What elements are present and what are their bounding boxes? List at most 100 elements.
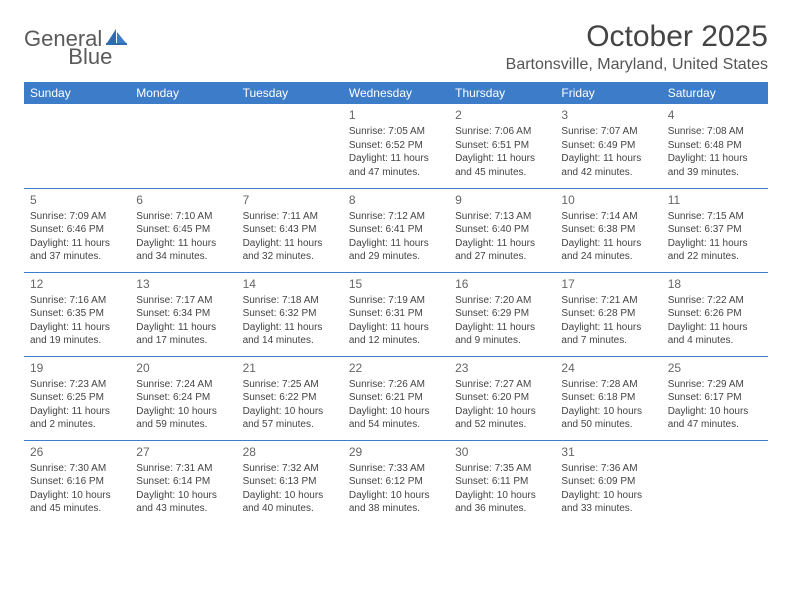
sunrise-text: Sunrise: 7:19 AM bbox=[349, 294, 443, 308]
calendar-day: 21Sunrise: 7:25 AMSunset: 6:22 PMDayligh… bbox=[237, 356, 343, 440]
day-number: 22 bbox=[349, 360, 443, 376]
sunrise-text: Sunrise: 7:15 AM bbox=[668, 210, 762, 224]
day-header: Saturday bbox=[662, 82, 768, 104]
calendar-week: 12Sunrise: 7:16 AMSunset: 6:35 PMDayligh… bbox=[24, 272, 768, 356]
sunrise-text: Sunrise: 7:22 AM bbox=[668, 294, 762, 308]
daylight-text: Daylight: 11 hours and 9 minutes. bbox=[455, 321, 549, 348]
day-number: 23 bbox=[455, 360, 549, 376]
sunset-text: Sunset: 6:20 PM bbox=[455, 391, 549, 405]
calendar-day: 11Sunrise: 7:15 AMSunset: 6:37 PMDayligh… bbox=[662, 188, 768, 272]
sunrise-text: Sunrise: 7:24 AM bbox=[136, 378, 230, 392]
daylight-text: Daylight: 11 hours and 42 minutes. bbox=[561, 152, 655, 179]
calendar-day: 30 Sunrise: 7:35 AMSunset: 6:11 PMDayligh… bbox=[449, 440, 555, 524]
calendar-empty bbox=[662, 440, 768, 524]
day-header: Monday bbox=[130, 82, 236, 104]
day-number: 18 bbox=[668, 276, 762, 292]
sunrise-text: Sunrise: 7:06 AM bbox=[455, 125, 549, 139]
day-number: 15 bbox=[349, 276, 443, 292]
calendar-day: 7Sunrise: 7:11 AMSunset: 6:43 PMDaylight… bbox=[237, 188, 343, 272]
logo: General Blue bbox=[24, 26, 176, 52]
location-text: Bartonsville, Maryland, United States bbox=[506, 56, 768, 74]
day-number: 9 bbox=[455, 192, 549, 208]
daylight-text: Daylight: 10 hours and 43 minutes. bbox=[136, 489, 230, 516]
sunrise-text: Sunrise: 7:08 AM bbox=[668, 125, 762, 139]
sunrise-text: Sunrise: 7:10 AM bbox=[136, 210, 230, 224]
day-header: Friday bbox=[555, 82, 661, 104]
daylight-text: Daylight: 11 hours and 47 minutes. bbox=[349, 152, 443, 179]
sunrise-text: Sunrise: 7:29 AM bbox=[668, 378, 762, 392]
day-number: 6 bbox=[136, 192, 230, 208]
title-block: October 2025 Bartonsville, Maryland, Uni… bbox=[506, 20, 768, 74]
sunset-text: Sunset: 6:51 PM bbox=[455, 139, 549, 153]
daylight-text: Daylight: 10 hours and 54 minutes. bbox=[349, 405, 443, 432]
daylight-text: Daylight: 11 hours and 37 minutes. bbox=[30, 237, 124, 264]
sunrise-text: Sunrise: 7:12 AM bbox=[349, 210, 443, 224]
day-number: 20 bbox=[136, 360, 230, 376]
calendar-day: 23Sunrise: 7:27 AMSunset: 6:20 PMDayligh… bbox=[449, 356, 555, 440]
daylight-text: Daylight: 11 hours and 34 minutes. bbox=[136, 237, 230, 264]
daylight-text: Daylight: 10 hours and 47 minutes. bbox=[668, 405, 762, 432]
day-number: 27 bbox=[136, 444, 230, 460]
sunset-text: Sunset: 6:25 PM bbox=[30, 391, 124, 405]
daylight-text: Daylight: 10 hours and 36 minutes. bbox=[455, 489, 549, 516]
calendar-day: 16Sunrise: 7:20 AMSunset: 6:29 PMDayligh… bbox=[449, 272, 555, 356]
calendar-day: 27Sunrise: 7:31 AMSunset: 6:14 PMDayligh… bbox=[130, 440, 236, 524]
sunrise-text: Sunrise: 7:14 AM bbox=[561, 210, 655, 224]
sunset-text: Sunset: 6:24 PM bbox=[136, 391, 230, 405]
sunrise-text: Sunrise: 7:30 AM bbox=[30, 462, 124, 476]
sunset-text: Sunset: 6:22 PM bbox=[243, 391, 337, 405]
sunset-text: Sunset: 6:12 PM bbox=[349, 475, 443, 489]
sunrise-text: Sunrise: 7:35 AM bbox=[455, 462, 549, 476]
calendar-day: 28Sunrise: 7:32 AMSunset: 6:13 PMDayligh… bbox=[237, 440, 343, 524]
day-header: Wednesday bbox=[343, 82, 449, 104]
sunset-text: Sunset: 6:38 PM bbox=[561, 223, 655, 237]
day-number: 13 bbox=[136, 276, 230, 292]
day-number: 5 bbox=[30, 192, 124, 208]
calendar-day: 19Sunrise: 7:23 AMSunset: 6:25 PMDayligh… bbox=[24, 356, 130, 440]
daylight-text: Daylight: 11 hours and 39 minutes. bbox=[668, 152, 762, 179]
daylight-text: Daylight: 11 hours and 32 minutes. bbox=[243, 237, 337, 264]
day-number: 8 bbox=[349, 192, 443, 208]
sunrise-text: Sunrise: 7:23 AM bbox=[30, 378, 124, 392]
calendar-day: 15Sunrise: 7:19 AMSunset: 6:31 PMDayligh… bbox=[343, 272, 449, 356]
sunset-text: Sunset: 6:21 PM bbox=[349, 391, 443, 405]
sunset-text: Sunset: 6:17 PM bbox=[668, 391, 762, 405]
sunrise-text: Sunrise: 7:13 AM bbox=[455, 210, 549, 224]
daylight-text: Daylight: 10 hours and 52 minutes. bbox=[455, 405, 549, 432]
calendar-page: General Blue October 2025 Bartonsville, … bbox=[0, 0, 792, 544]
calendar-week: 5Sunrise: 7:09 AMSunset: 6:46 PMDaylight… bbox=[24, 188, 768, 272]
page-header: General Blue October 2025 Bartonsville, … bbox=[24, 20, 768, 74]
sunrise-text: Sunrise: 7:31 AM bbox=[136, 462, 230, 476]
sunrise-text: Sunrise: 7:09 AM bbox=[30, 210, 124, 224]
sunset-text: Sunset: 6:34 PM bbox=[136, 307, 230, 321]
sunset-text: Sunset: 6:09 PM bbox=[561, 475, 655, 489]
day-number: 26 bbox=[30, 444, 124, 460]
calendar-day: 3Sunrise: 7:07 AMSunset: 6:49 PMDaylight… bbox=[555, 104, 661, 188]
sunset-text: Sunset: 6:18 PM bbox=[561, 391, 655, 405]
sunset-text: Sunset: 6:35 PM bbox=[30, 307, 124, 321]
calendar-day: 6Sunrise: 7:10 AMSunset: 6:45 PMDaylight… bbox=[130, 188, 236, 272]
sunset-text: Sunset: 6:40 PM bbox=[455, 223, 549, 237]
calendar-week: 1Sunrise: 7:05 AMSunset: 6:52 PMDaylight… bbox=[24, 104, 768, 188]
daylight-text: Daylight: 11 hours and 22 minutes. bbox=[668, 237, 762, 264]
calendar-week: 26Sunrise: 7:30 AMSunset: 6:16 PMDayligh… bbox=[24, 440, 768, 524]
sunrise-text: Sunrise: 7:20 AM bbox=[455, 294, 549, 308]
sunrise-text: Sunrise: 7:26 AM bbox=[349, 378, 443, 392]
calendar-day: 9 Sunrise: 7:13 AMSunset: 6:40 PMDaylight… bbox=[449, 188, 555, 272]
calendar-day: 1Sunrise: 7:05 AMSunset: 6:52 PMDaylight… bbox=[343, 104, 449, 188]
sunrise-text: Sunrise: 7:36 AM bbox=[561, 462, 655, 476]
calendar-day: 31Sunrise: 7:36 AMSunset: 6:09 PMDayligh… bbox=[555, 440, 661, 524]
sunset-text: Sunset: 6:41 PM bbox=[349, 223, 443, 237]
day-number: 1 bbox=[349, 107, 443, 123]
day-number: 24 bbox=[561, 360, 655, 376]
day-number: 7 bbox=[243, 192, 337, 208]
sunset-text: Sunset: 6:52 PM bbox=[349, 139, 443, 153]
daylight-text: Daylight: 10 hours and 40 minutes. bbox=[243, 489, 337, 516]
day-number: 30 bbox=[455, 444, 549, 460]
calendar-day: 10Sunrise: 7:14 AMSunset: 6:38 PMDayligh… bbox=[555, 188, 661, 272]
calendar-day: 5Sunrise: 7:09 AMSunset: 6:46 PMDaylight… bbox=[24, 188, 130, 272]
day-header: Sunday bbox=[24, 82, 130, 104]
daylight-text: Daylight: 11 hours and 27 minutes. bbox=[455, 237, 549, 264]
sunset-text: Sunset: 6:11 PM bbox=[455, 475, 549, 489]
day-number: 19 bbox=[30, 360, 124, 376]
